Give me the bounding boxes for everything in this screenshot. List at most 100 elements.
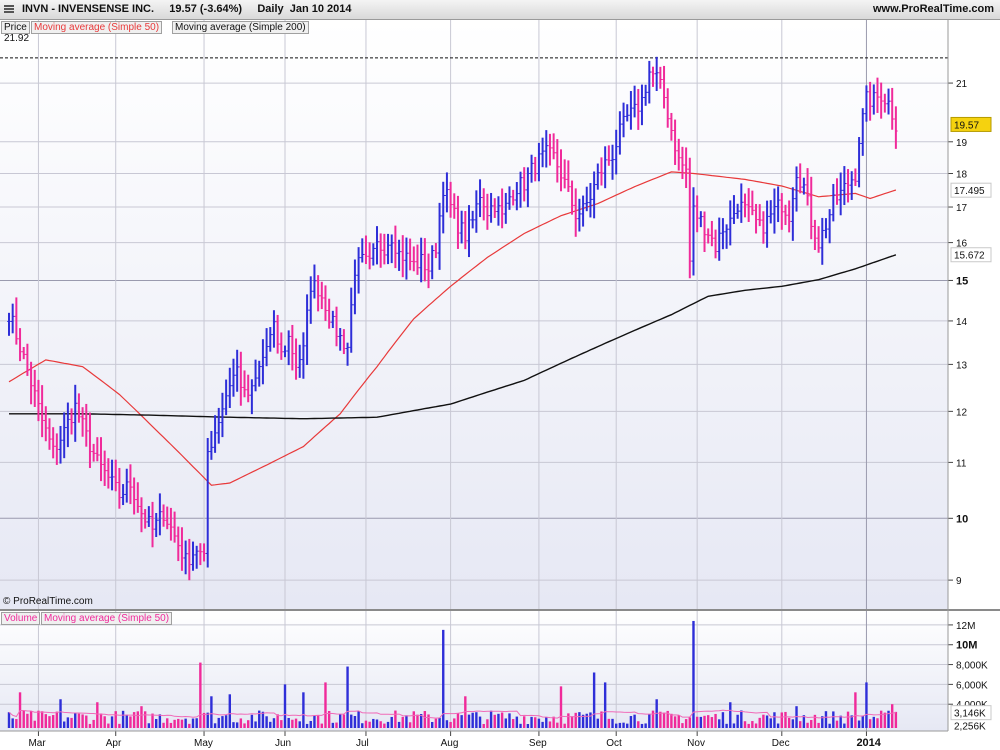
price-bar: [220, 392, 225, 438]
title-bar: INVN - INVENSENSE INC. 19.57 (-3.64%) Da…: [0, 0, 1000, 20]
volume-bar: [692, 620, 695, 728]
price-bar: [448, 181, 453, 218]
volume-bar: [258, 710, 261, 728]
price-bar: [136, 482, 140, 513]
volume-bar: [600, 711, 603, 728]
price-bar: [518, 171, 523, 208]
price-bar: [481, 188, 486, 221]
volume-bar: [729, 702, 732, 728]
volume-bar: [754, 723, 758, 728]
price-bar: [445, 172, 449, 213]
volume-bar: [453, 718, 456, 728]
volume-bar: [419, 714, 423, 728]
ma200-tag-box: [950, 247, 992, 263]
volume-bar: [865, 682, 868, 728]
volume-bar: [791, 719, 795, 728]
volume-bar: [280, 720, 283, 728]
volume-bar: [37, 710, 40, 728]
volume-bar: [879, 710, 883, 728]
price-bar: [382, 233, 387, 265]
volume-bar: [247, 720, 250, 728]
price-bar: [640, 84, 644, 126]
price-bar: [375, 226, 379, 265]
volume-bar: [868, 719, 872, 728]
price-bar: [209, 430, 214, 460]
price-bar: [588, 183, 593, 218]
price-bar: [47, 418, 52, 450]
volume-bar: [541, 721, 544, 728]
price-bar: [400, 235, 405, 278]
volume-bar: [261, 711, 265, 728]
volume-bar: [265, 716, 268, 728]
price-bar: [73, 384, 78, 442]
volume-bar: [596, 718, 599, 728]
price-bar: [397, 239, 401, 271]
volume-bar: [401, 716, 404, 728]
volume-bar: [637, 721, 640, 728]
price-bar: [724, 224, 729, 249]
month-label: Mar: [28, 738, 46, 749]
price-bar: [754, 203, 758, 234]
price-panel-bg: [0, 20, 948, 609]
price-bar: [868, 81, 872, 121]
price-bar: [117, 467, 122, 509]
price-bar: [768, 200, 773, 224]
volume-bar: [232, 722, 235, 728]
price-bar: [312, 264, 317, 299]
price-bar: [264, 328, 269, 367]
volume-bar: [817, 722, 820, 728]
price-bar: [224, 379, 228, 416]
volume-bar: [217, 717, 220, 728]
volume-bar: [486, 719, 489, 728]
price-bar: [345, 342, 350, 366]
price-bar: [695, 195, 699, 233]
price-bar: [761, 211, 766, 244]
price-bar: [765, 200, 769, 248]
price-bar: [44, 406, 48, 442]
price-bar: [559, 149, 563, 192]
site-link[interactable]: www.ProRealTime.com: [872, 3, 994, 15]
volume-bar: [581, 714, 585, 728]
volume-bar: [26, 713, 29, 728]
price-bars: [7, 56, 898, 581]
price-bar: [187, 538, 192, 581]
volume-bar: [184, 718, 187, 728]
price-bar: [84, 403, 89, 447]
price-bar: [415, 244, 420, 275]
volume-bar: [721, 712, 725, 728]
price-bar: [360, 238, 365, 263]
price-bar: [216, 407, 221, 444]
volume-bar: [835, 720, 839, 728]
price-bar: [743, 193, 747, 218]
price-bar: [794, 166, 799, 212]
volume-bar: [103, 716, 106, 728]
volume-bar: [894, 711, 898, 728]
price-bar: [452, 193, 457, 219]
price-bar: [555, 139, 560, 183]
price-bar: [647, 60, 652, 104]
volume-bar: [405, 715, 408, 728]
price-bar: [147, 506, 151, 527]
volume-bar: [523, 716, 526, 728]
volume-bar: [570, 716, 574, 728]
volume-bar: [335, 722, 338, 728]
volume-bar: [125, 714, 128, 728]
price-tick-label: 11: [956, 458, 967, 469]
price-bar: [18, 328, 22, 362]
volume-bar: [784, 711, 787, 728]
volume-bar: [313, 715, 316, 728]
price-bar: [849, 171, 854, 200]
volume-bar: [213, 723, 217, 728]
volume-bar: [434, 718, 438, 728]
price-bar: [820, 217, 825, 265]
price-bar: [294, 338, 298, 380]
price-bar: [412, 246, 416, 272]
price-bar: [253, 359, 258, 392]
volume-bar: [556, 722, 559, 728]
volume-bar: [269, 721, 272, 728]
volume-bar: [471, 712, 474, 728]
volume-bar: [250, 714, 254, 728]
volume-bar: [508, 713, 511, 728]
volume-bar: [751, 721, 754, 728]
